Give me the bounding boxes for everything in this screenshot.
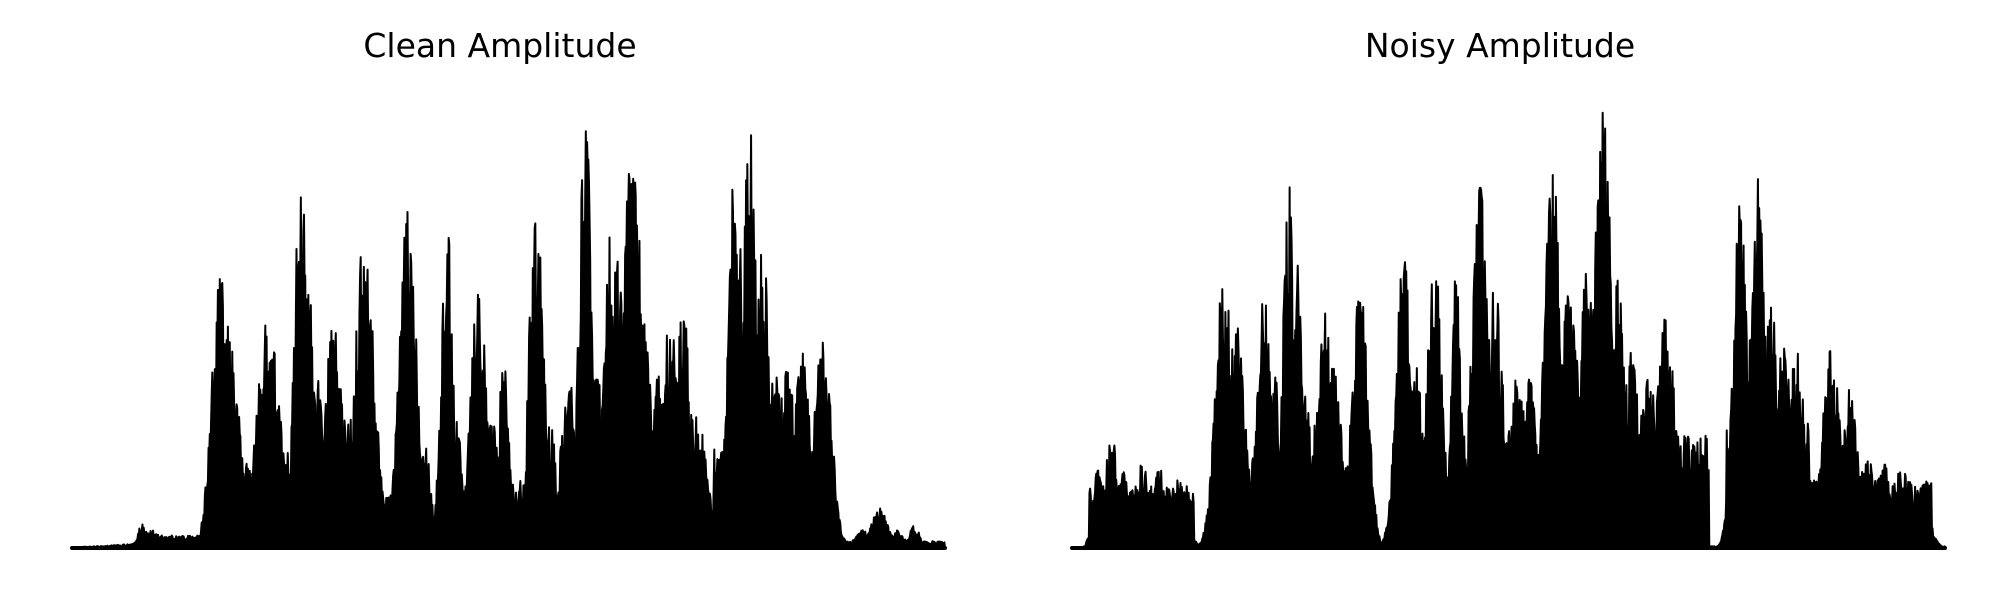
noisy-amplitude-panel: Noisy Amplitude bbox=[1000, 0, 2000, 600]
noisy-amplitude-chart bbox=[1070, 111, 1947, 550]
clean-amplitude-chart bbox=[70, 130, 947, 550]
clean-amplitude-panel: Clean Amplitude bbox=[70, 26, 947, 550]
noisy-amplitude-title: Noisy Amplitude bbox=[1364, 26, 1636, 65]
amplitude-waveform-area bbox=[71, 130, 946, 549]
clean-amplitude-title: Clean Amplitude bbox=[363, 26, 637, 65]
amplitude-waveform-area bbox=[1071, 111, 1946, 549]
